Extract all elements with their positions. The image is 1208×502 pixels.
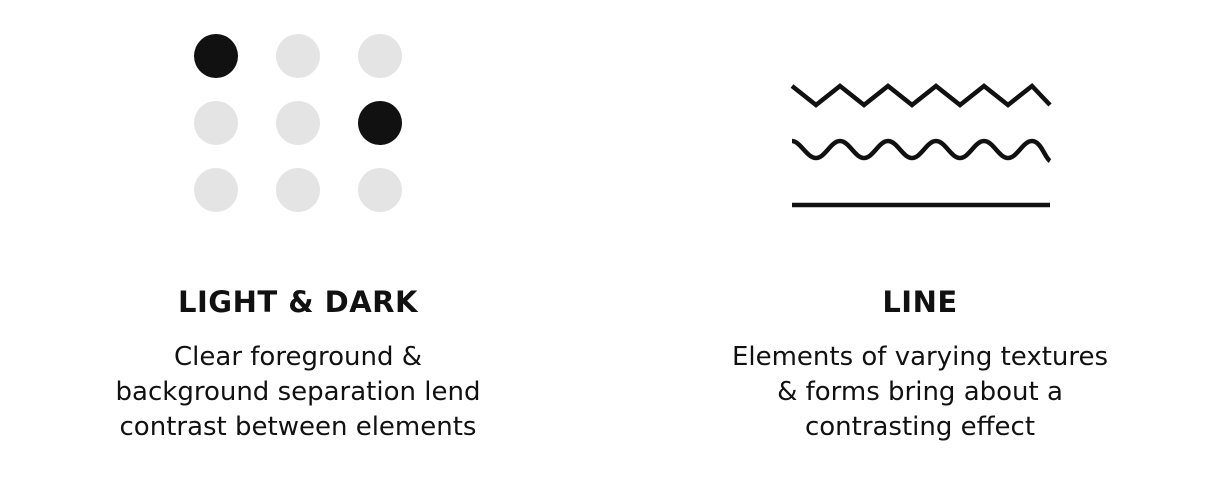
line-description-line: Elements of varying textures xyxy=(731,342,1109,372)
light-dot xyxy=(358,34,402,78)
light-dot xyxy=(276,168,320,212)
light-dot xyxy=(276,34,320,78)
wavy-line xyxy=(791,138,1052,163)
light-dot xyxy=(194,101,238,145)
light-dot xyxy=(358,168,402,212)
dark-dot xyxy=(358,101,402,145)
line-panel: LINE Elements of varying textures & form… xyxy=(640,0,1200,502)
line-description-line: & forms bring about a xyxy=(777,377,1063,407)
light-dot xyxy=(194,168,238,212)
light-dark-panel: LIGHT & DARK Clear foreground & backgrou… xyxy=(18,0,578,502)
light-dot xyxy=(276,101,320,145)
light-dark-description-line: contrast between elements xyxy=(119,412,477,442)
light-dark-title: LIGHT & DARK xyxy=(178,285,418,319)
light-dark-description-line: Clear foreground & xyxy=(174,342,422,372)
line-illustration xyxy=(790,82,1052,208)
line-title: LINE xyxy=(882,285,958,319)
dark-dot xyxy=(194,34,238,78)
line-description-line: contrasting effect xyxy=(804,412,1036,442)
light-dark-description-line: background separation lend xyxy=(115,377,481,407)
dot-grid-illustration xyxy=(194,34,402,212)
light-dark-description: Clear foreground & background separation… xyxy=(18,340,578,445)
line-description: Elements of varying textures & forms bri… xyxy=(640,340,1200,445)
zigzag-line xyxy=(790,82,1052,108)
